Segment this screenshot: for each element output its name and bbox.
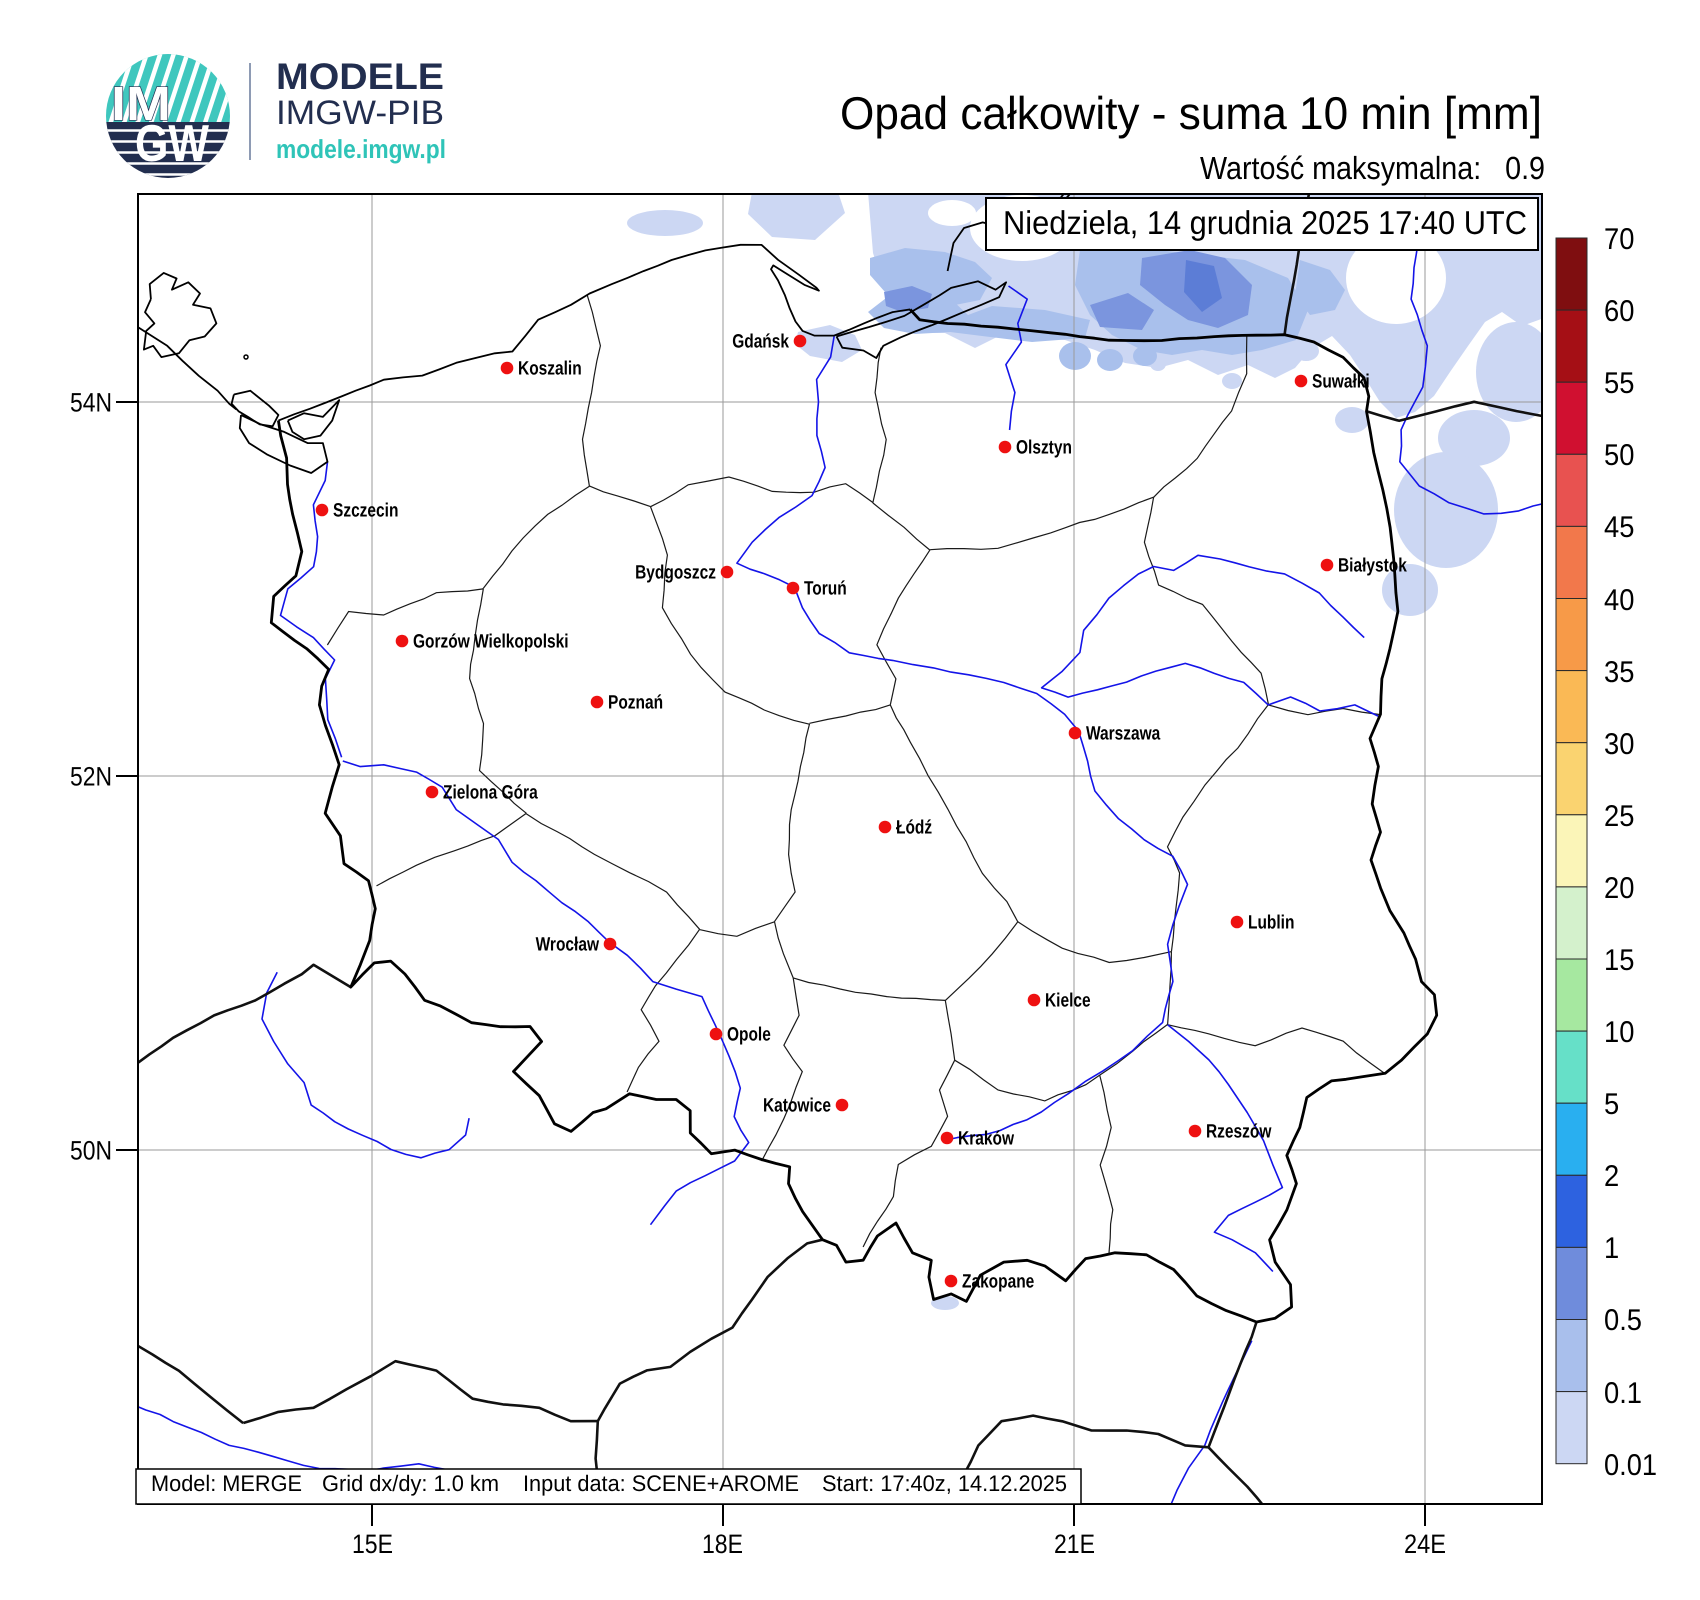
svg-text:5: 5 [1604,1088,1619,1121]
svg-text:30: 30 [1604,728,1634,761]
svg-text:40: 40 [1604,584,1634,617]
svg-text:Wartość maksymalna: 0.9: Wartość maksymalna: 0.9 [1200,150,1545,186]
svg-text:Kraków: Kraków [958,1129,1015,1150]
svg-text:2: 2 [1604,1160,1619,1193]
svg-text:Bydgoszcz: Bydgoszcz [635,563,716,584]
svg-text:GW: GW [135,115,210,173]
svg-text:15E: 15E [352,1529,393,1559]
svg-text:Opole: Opole [727,1025,771,1046]
svg-text:55: 55 [1604,367,1634,400]
svg-text:0.01: 0.01 [1604,1449,1657,1482]
svg-text:Rzeszów: Rzeszów [1206,1122,1272,1143]
svg-text:Input data: SCENE+AROME: Input data: SCENE+AROME [523,1471,799,1496]
svg-text:35: 35 [1604,656,1634,689]
svg-text:18E: 18E [702,1529,743,1559]
svg-text:Suwałki: Suwałki [1312,372,1370,393]
svg-text:15: 15 [1604,944,1634,977]
svg-text:MODELE: MODELE [276,56,444,97]
svg-text:45: 45 [1604,511,1634,544]
svg-text:24E: 24E [1404,1529,1446,1559]
svg-text:Poznań: Poznań [608,693,663,714]
svg-text:Zakopane: Zakopane [962,1272,1035,1293]
svg-text:50N: 50N [70,1135,112,1165]
svg-text:Kielce: Kielce [1045,991,1091,1012]
svg-text:Grid dx/dy: 1.0 km: Grid dx/dy: 1.0 km [322,1471,499,1496]
svg-text:Łódź: Łódź [896,818,932,839]
svg-text:20: 20 [1604,872,1634,905]
svg-text:Gdańsk: Gdańsk [732,332,789,353]
svg-text:Start: 17:40z, 14.12.2025: Start: 17:40z, 14.12.2025 [822,1471,1067,1496]
svg-text:52N: 52N [70,761,112,791]
svg-text:0.5: 0.5 [1604,1304,1642,1337]
svg-text:70: 70 [1604,223,1634,256]
svg-text:Lublin: Lublin [1248,913,1294,934]
svg-text:Opad całkowity - suma 10 min [: Opad całkowity - suma 10 min [mm] [840,87,1542,139]
svg-text:Wrocław: Wrocław [536,935,600,956]
svg-text:60: 60 [1604,295,1634,328]
svg-text:0.1: 0.1 [1604,1377,1642,1410]
svg-text:Niedziela, 14 grudnia 2025 17:: Niedziela, 14 grudnia 2025 17:40 UTC [1003,204,1527,241]
svg-text:Olsztyn: Olsztyn [1016,438,1072,459]
svg-text:modele.imgw.pl: modele.imgw.pl [276,134,446,164]
svg-text:25: 25 [1604,800,1634,833]
svg-text:Warszawa: Warszawa [1086,724,1161,745]
svg-text:21E: 21E [1054,1529,1095,1559]
svg-text:IMGW-PIB: IMGW-PIB [276,94,444,132]
svg-text:10: 10 [1604,1016,1634,1049]
svg-text:Białystok: Białystok [1338,556,1407,577]
svg-text:IM: IM [111,78,171,131]
svg-text:Koszalin: Koszalin [518,359,582,380]
svg-text:1: 1 [1604,1232,1619,1265]
svg-text:Katowice: Katowice [763,1096,831,1117]
svg-text:Zielona Góra: Zielona Góra [443,783,538,804]
svg-text:Toruń: Toruń [804,579,847,600]
svg-text:Szczecin: Szczecin [333,501,398,522]
svg-text:54N: 54N [70,387,112,417]
svg-text:50: 50 [1604,439,1634,472]
svg-text:Model: MERGE: Model: MERGE [151,1471,302,1496]
svg-text:Gorzów Wielkopolski: Gorzów Wielkopolski [413,632,569,653]
